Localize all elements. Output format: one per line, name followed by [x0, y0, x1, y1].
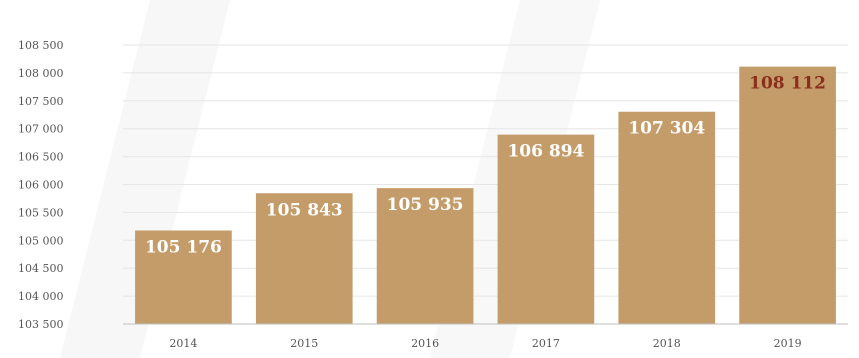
y-tick-label: 105 000 — [18, 234, 64, 247]
y-tick-label: 104 500 — [18, 262, 64, 275]
x-tick-label: 2017 — [532, 337, 560, 350]
data-label-2019: 108 112 — [749, 74, 826, 94]
y-axis-ticks: 103 500 104 000 104 500 105 000 105 500 106 0… — [18, 39, 64, 331]
x-tick-label: 2015 — [290, 337, 318, 350]
data-label-2018: 107 304 — [628, 119, 705, 139]
y-tick-label: 107 000 — [18, 123, 64, 136]
data-label-2016: 105 935 — [387, 195, 464, 215]
x-tick-label: 2018 — [653, 337, 681, 350]
y-tick-label: 107 500 — [18, 95, 64, 108]
data-label-2015: 105 843 — [266, 200, 343, 220]
x-tick-label: 2014 — [169, 337, 197, 350]
bar-2018 — [618, 112, 715, 324]
y-tick-label: 103 500 — [18, 318, 64, 331]
y-tick-label: 108 500 — [18, 39, 64, 52]
y-tick-label: 108 000 — [18, 67, 64, 80]
data-label-2014: 105 176 — [145, 237, 222, 257]
bar-2017 — [498, 135, 595, 324]
y-tick-label: 106 000 — [18, 179, 64, 192]
data-label-2017: 106 894 — [507, 142, 584, 162]
y-tick-label: 105 500 — [18, 206, 64, 219]
x-tick-label: 2016 — [411, 337, 439, 350]
bar-2019 — [739, 67, 836, 324]
y-tick-label: 106 500 — [18, 151, 64, 164]
y-tick-label: 104 000 — [18, 290, 64, 303]
x-tick-label: 2019 — [774, 337, 802, 350]
